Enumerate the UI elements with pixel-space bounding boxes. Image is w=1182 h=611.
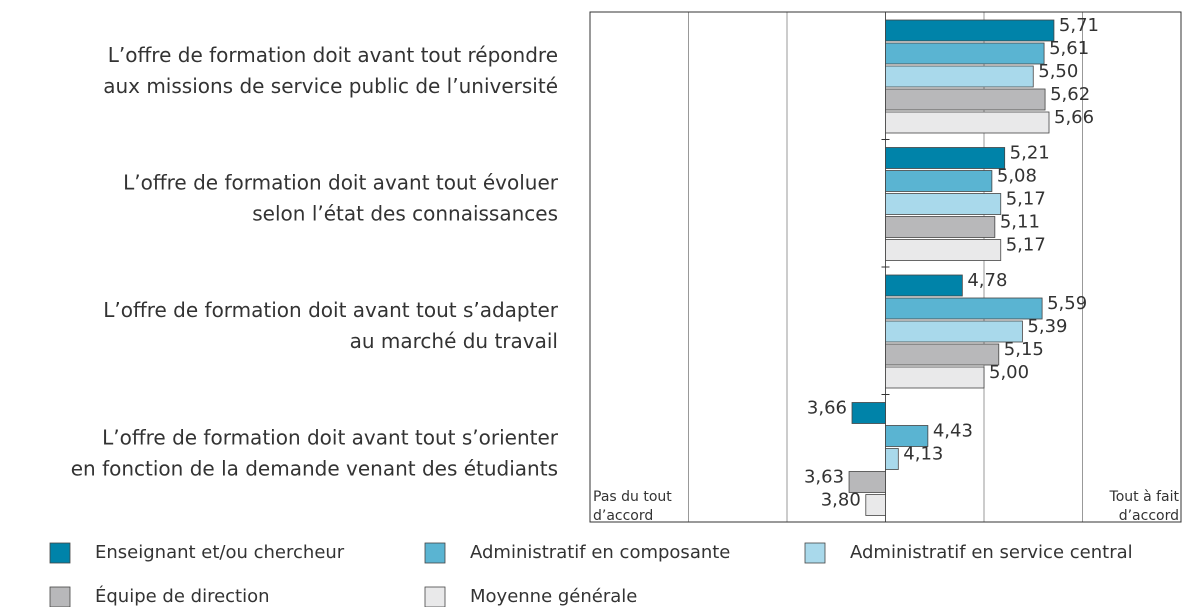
legend-swatch (424, 542, 446, 564)
category-label: L’offre de formation doit avant tout rép… (108, 43, 558, 67)
value-label: 5,21 (1010, 143, 1050, 164)
legend-swatch (804, 542, 826, 564)
axis-end-label: Pas du tout (593, 489, 672, 505)
value-label: 4,43 (933, 421, 973, 442)
bar (865, 494, 886, 516)
legend-label: Administratif en service central (850, 542, 1133, 563)
value-label: 3,63 (804, 467, 844, 488)
category-label: L’offre de formation doit avant tout s’o… (102, 425, 559, 449)
bar (885, 343, 1000, 366)
value-label: 5,39 (1027, 316, 1067, 337)
bar (851, 402, 886, 424)
legend-swatch (424, 586, 446, 608)
bar (885, 19, 1055, 42)
category-label: au marché du travail (350, 329, 558, 353)
bar (885, 147, 1006, 169)
bar (848, 471, 886, 493)
value-label: 5,08 (997, 166, 1037, 187)
value-label: 5,00 (989, 362, 1029, 383)
value-label: 5,66 (1054, 107, 1094, 128)
axis-end-label: d’accord (1119, 508, 1179, 524)
value-label: 5,11 (1000, 212, 1040, 233)
axis-end-label: d’accord (593, 508, 653, 524)
value-label: 4,78 (967, 270, 1007, 291)
category-label: L’offre de formation doit avant tout s’a… (103, 298, 559, 322)
bar (885, 239, 1002, 261)
legend-swatch (49, 542, 71, 564)
bar (885, 193, 1002, 215)
legend-label: Administratif en composante (470, 542, 730, 563)
value-label: 4,13 (903, 444, 943, 465)
value-label: 5,50 (1038, 61, 1078, 82)
bar (885, 88, 1046, 111)
bar (885, 111, 1050, 134)
bar (885, 448, 899, 470)
bar (885, 42, 1045, 65)
bar (885, 216, 996, 238)
bar (885, 297, 1043, 320)
bar (885, 425, 929, 447)
value-label: 5,61 (1049, 38, 1089, 59)
plot-frame (589, 11, 1182, 523)
value-label: 5,62 (1050, 84, 1090, 105)
value-label: 5,17 (1006, 189, 1046, 210)
category-label: en fonction de la demande venant des étu… (71, 456, 558, 480)
bar (885, 366, 985, 389)
category-label: selon l’état des connaissances (252, 201, 558, 225)
bar (885, 274, 963, 297)
value-label: 5,15 (1004, 339, 1044, 360)
category-label: aux missions de service public de l’univ… (103, 74, 558, 98)
bar (885, 170, 993, 192)
value-label: 3,66 (807, 398, 847, 419)
category-label: L’offre de formation doit avant tout évo… (123, 170, 559, 194)
value-label: 5,59 (1047, 293, 1087, 314)
value-label: 3,80 (821, 490, 861, 511)
bar (885, 65, 1034, 88)
value-label: 5,71 (1059, 15, 1099, 36)
bar (885, 320, 1023, 343)
legend-label: Équipe de direction (95, 585, 270, 607)
value-label: 5,17 (1006, 235, 1046, 256)
axis-end-label: Tout à fait (1109, 489, 1180, 505)
legend-label: Enseignant et/ou chercheur (95, 542, 345, 563)
legend-swatch (49, 586, 71, 608)
legend-label: Moyenne générale (470, 586, 637, 607)
